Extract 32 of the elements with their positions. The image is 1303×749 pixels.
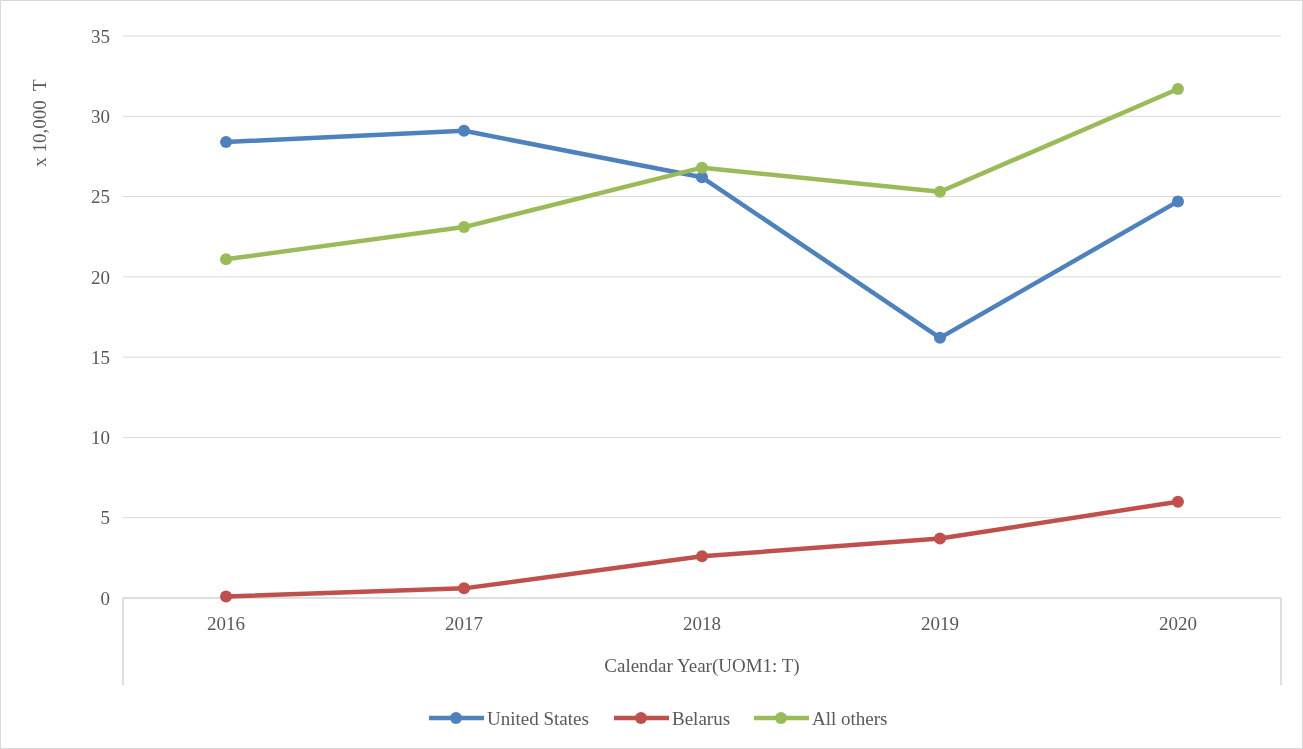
y-tick-label: 5 [100, 507, 110, 529]
x-tick-label: 2020 [1158, 613, 1197, 634]
legend-label: United States [487, 707, 589, 729]
point [696, 550, 708, 563]
x-tick-label: 2018 [683, 613, 721, 634]
y-tick-label: 35 [91, 25, 110, 47]
point [933, 532, 946, 545]
y-tick-label: 10 [91, 427, 110, 449]
x-tick-label: 2019 [920, 613, 959, 634]
x-tick-label: 2016 [207, 613, 246, 634]
point [933, 185, 946, 198]
point [458, 124, 471, 137]
legend-label: Belarus [672, 707, 731, 729]
point [1171, 82, 1184, 95]
point [220, 590, 233, 603]
y-tick-label: 15 [91, 346, 110, 368]
y-tick-label: 20 [91, 266, 110, 288]
point [220, 253, 233, 266]
y-tick-label: 25 [91, 186, 110, 208]
point [696, 161, 708, 174]
point [458, 221, 471, 234]
point [933, 331, 946, 344]
point [1171, 495, 1184, 508]
point [458, 582, 471, 595]
x-axis-title: Calendar Year(UOM1: T) [604, 655, 800, 677]
y-tick-label: 0 [100, 587, 110, 609]
legend-label: All others [812, 707, 888, 729]
point [220, 135, 233, 148]
y-axis-title: x 10,000 T [29, 78, 50, 167]
point [1171, 195, 1184, 208]
y-tick-label: 30 [91, 105, 110, 127]
x-tick-label: 2017 [445, 613, 484, 634]
